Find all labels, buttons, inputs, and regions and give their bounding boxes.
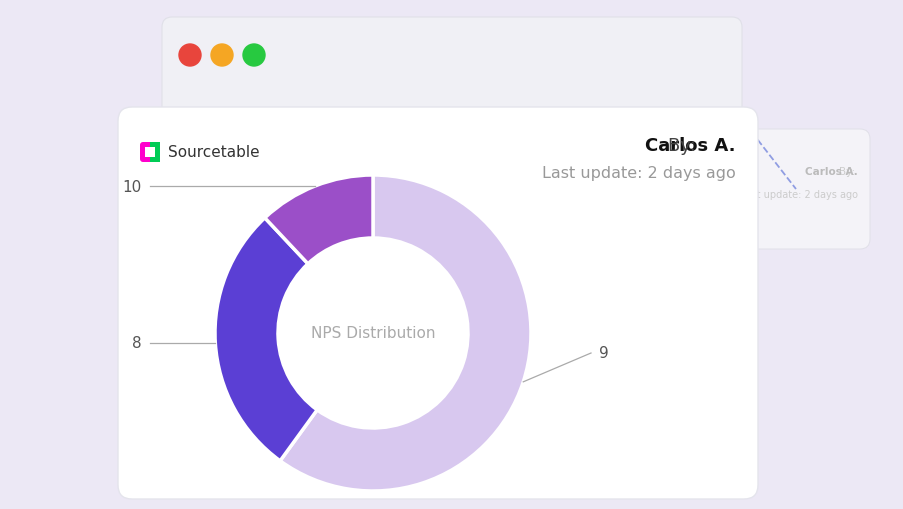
Text: Sourcetable: Sourcetable	[168, 145, 259, 160]
FancyBboxPatch shape	[639, 130, 869, 249]
Text: 9: 9	[599, 346, 608, 361]
Text: Last update: 2 days ago: Last update: 2 days ago	[542, 166, 735, 181]
Circle shape	[179, 45, 200, 67]
Wedge shape	[280, 176, 530, 491]
FancyBboxPatch shape	[162, 18, 741, 133]
Text: Last update: 2 days ago: Last update: 2 days ago	[740, 190, 857, 200]
Circle shape	[210, 45, 233, 67]
Text: By:: By:	[838, 166, 857, 177]
Wedge shape	[265, 176, 373, 264]
Text: By:: By:	[667, 137, 701, 155]
FancyBboxPatch shape	[150, 143, 160, 163]
Text: NPS Distribution: NPS Distribution	[311, 326, 434, 341]
Circle shape	[243, 45, 265, 67]
FancyBboxPatch shape	[144, 148, 154, 158]
Text: 8: 8	[132, 336, 142, 351]
FancyBboxPatch shape	[118, 108, 757, 499]
FancyBboxPatch shape	[140, 143, 160, 163]
Text: Carlos A.: Carlos A.	[645, 137, 735, 155]
Text: 10: 10	[123, 179, 142, 194]
Wedge shape	[215, 218, 317, 461]
Text: Carlos A.: Carlos A.	[805, 166, 857, 177]
